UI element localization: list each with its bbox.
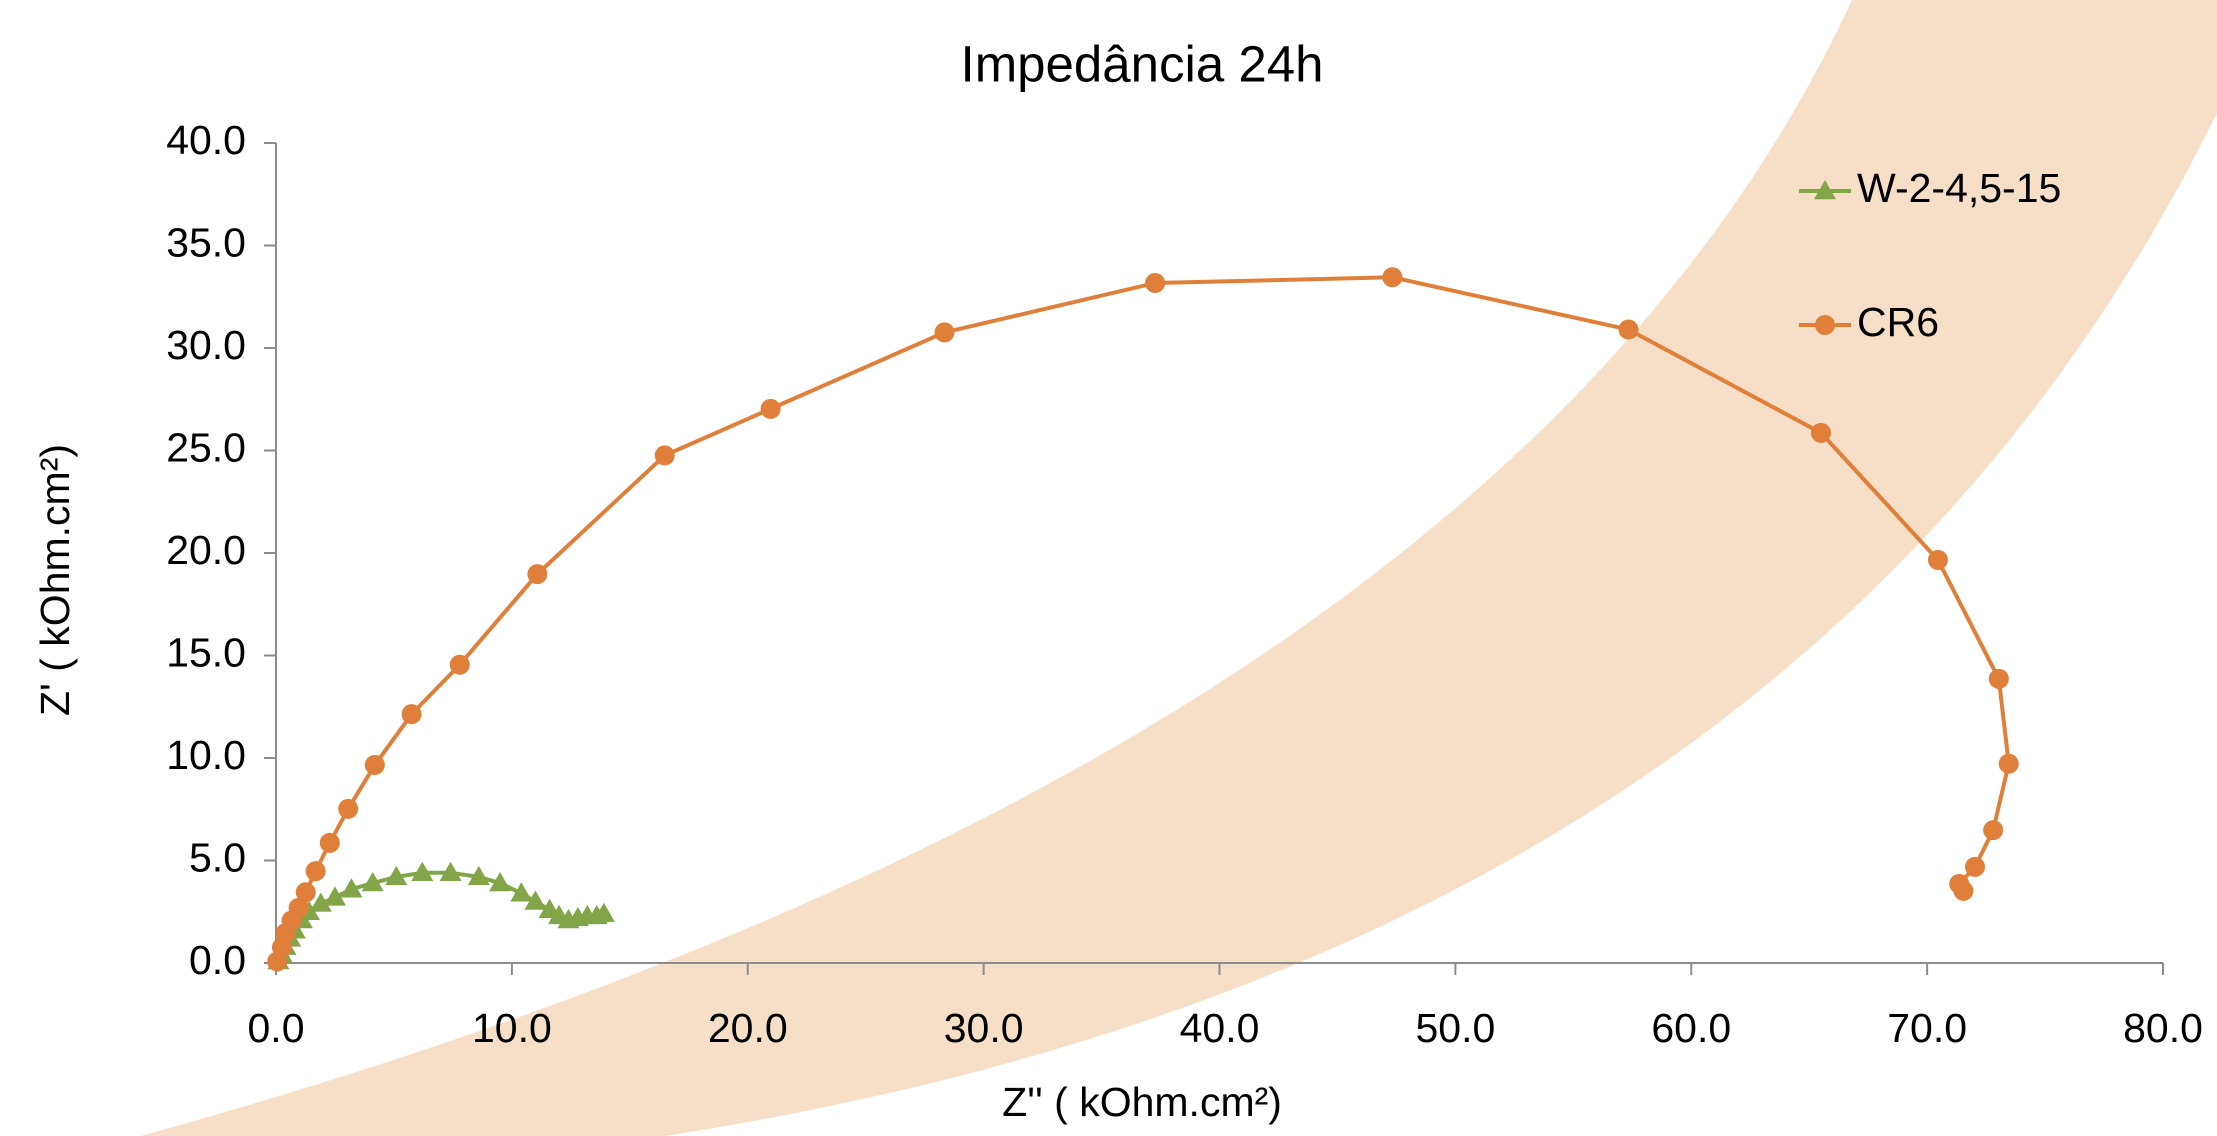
data-point xyxy=(1953,880,1974,901)
x-tick-label: 0.0 xyxy=(248,1005,305,1051)
data-point xyxy=(1145,273,1166,294)
legend-label: CR6 xyxy=(1857,299,1939,345)
data-point xyxy=(364,754,385,775)
data-point xyxy=(1988,668,2009,689)
chart-title: Impedância 24h xyxy=(961,35,1324,92)
data-point xyxy=(760,398,781,419)
x-axis-label: Z'' ( kOhm.cm²) xyxy=(1002,1079,1282,1125)
data-point xyxy=(1983,820,2004,841)
y-tick-label: 20.0 xyxy=(166,527,246,573)
data-point xyxy=(592,902,615,923)
y-tick-label: 25.0 xyxy=(166,424,246,470)
data-point xyxy=(401,704,422,725)
legend-marker xyxy=(1814,180,1836,200)
y-tick-label: 15.0 xyxy=(166,629,246,675)
y-tick-label: 0.0 xyxy=(189,937,246,983)
data-point xyxy=(319,832,340,853)
y-axis-label: Z' ( kOhm.cm²) xyxy=(32,444,78,716)
data-point xyxy=(338,798,359,819)
data-point xyxy=(288,897,309,918)
y-tick-label: 5.0 xyxy=(189,834,246,880)
x-tick-label: 20.0 xyxy=(708,1005,788,1051)
y-tick-label: 40.0 xyxy=(166,117,246,163)
data-point xyxy=(654,445,675,466)
data-point xyxy=(385,865,408,886)
data-point xyxy=(510,882,533,902)
y-tick-label: 30.0 xyxy=(166,322,246,368)
x-tick-label: 30.0 xyxy=(944,1005,1024,1051)
legend-marker xyxy=(1815,315,1835,335)
data-point xyxy=(467,865,490,886)
data-point xyxy=(1965,856,1986,877)
data-point xyxy=(295,882,316,903)
x-tick-label: 60.0 xyxy=(1651,1005,1731,1051)
y-tick-label: 10.0 xyxy=(166,732,246,778)
data-point xyxy=(449,654,470,675)
x-tick-label: 50.0 xyxy=(1415,1005,1495,1051)
x-tick-label: 70.0 xyxy=(1887,1005,1967,1051)
data-point xyxy=(1382,267,1403,288)
background-band xyxy=(141,0,2217,1136)
data-point xyxy=(361,872,384,892)
data-point xyxy=(309,892,332,912)
data-point xyxy=(1810,422,1831,443)
x-tick-label: 10.0 xyxy=(472,1005,552,1051)
x-tick-label: 40.0 xyxy=(1180,1005,1260,1051)
data-point xyxy=(1998,753,2019,774)
data-point xyxy=(439,861,462,882)
x-tick-label: 80.0 xyxy=(2123,1005,2203,1051)
data-point xyxy=(323,886,346,906)
legend-label: W-2-4,5-15 xyxy=(1857,165,2061,211)
data-point xyxy=(411,861,434,882)
data-point xyxy=(340,878,363,898)
data-point xyxy=(934,322,955,343)
data-point xyxy=(305,861,326,882)
y-tick-label: 35.0 xyxy=(166,219,246,265)
data-point xyxy=(527,564,548,585)
data-point xyxy=(1927,549,1948,570)
data-point xyxy=(489,872,512,892)
data-point xyxy=(1618,319,1639,340)
data-point xyxy=(524,890,547,910)
